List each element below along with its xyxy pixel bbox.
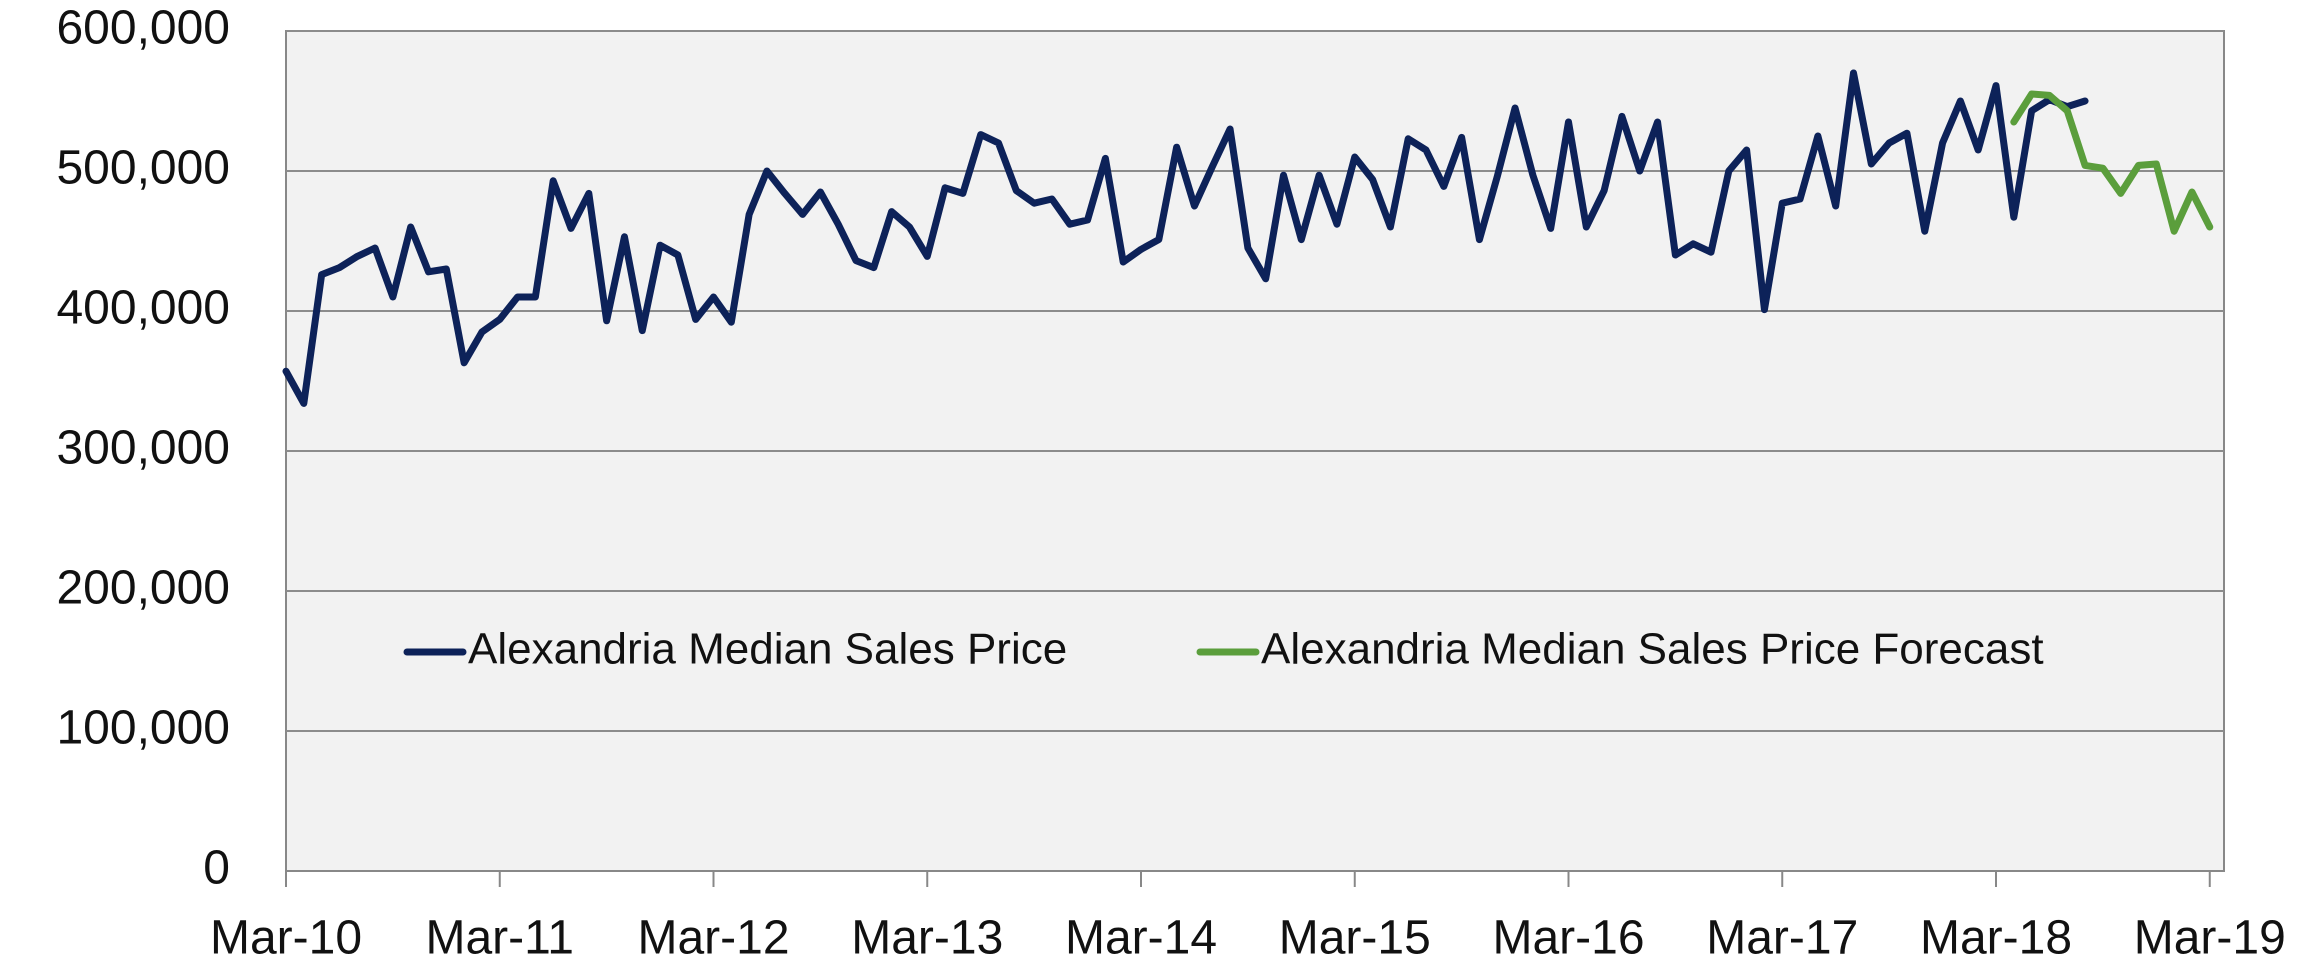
y-tick-label: 600,000 <box>56 2 230 55</box>
y-tick-label: 0 <box>203 842 230 895</box>
series-line <box>2010 90 2214 235</box>
x-tick-label: Mar-10 <box>210 912 362 963</box>
y-tick-label: 500,000 <box>56 142 230 195</box>
x-tick-label: Mar-15 <box>1279 912 1431 963</box>
x-tick-label: Mar-11 <box>426 912 574 963</box>
legend-label: Alexandria Median Sales Price Forecast <box>1261 625 2044 674</box>
y-tick-label: 300,000 <box>56 422 230 475</box>
x-tick-label: Mar-13 <box>851 912 1003 963</box>
legend-label: Alexandria Median Sales Price <box>468 625 1067 674</box>
x-tick-label: Mar-17 <box>1706 912 1858 963</box>
series-line <box>282 69 2089 407</box>
x-tick-label: Mar-14 <box>1065 912 1217 963</box>
x-tick-label: Mar-12 <box>637 912 789 963</box>
y-tick-label: 200,000 <box>56 562 230 615</box>
x-tick-label: Mar-16 <box>1492 912 1644 963</box>
x-tick-label: Mar-19 <box>2134 912 2286 963</box>
y-tick-label: 100,000 <box>56 702 230 755</box>
x-tick-label: Mar-18 <box>1920 912 2072 963</box>
y-tick-label: 400,000 <box>56 282 230 335</box>
